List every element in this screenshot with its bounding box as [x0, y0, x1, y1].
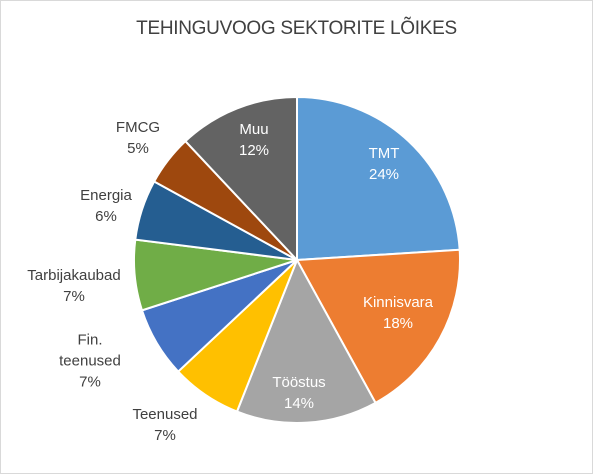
category-label: Tarbijakaubad [27, 267, 121, 284]
category-label: Fin. teenused [59, 331, 121, 370]
pie-slice [296, 95, 461, 262]
slice-label: TMT 24% [344, 143, 424, 185]
value-label: 12% [238, 142, 270, 159]
category-label: Muu [239, 121, 269, 138]
category-label: Tööstus [272, 374, 326, 391]
value-label: 7% [63, 288, 85, 305]
category-label: Teenused [132, 406, 198, 423]
value-label: 24% [368, 166, 400, 183]
slice-label: Tööstus 14% [254, 372, 344, 414]
slice-label: Muu 12% [214, 119, 294, 161]
category-label: Energia [80, 187, 132, 204]
value-label: 18% [382, 315, 414, 332]
slice-label: Teenused 7% [115, 404, 215, 446]
value-label: 14% [283, 395, 315, 412]
slice-label: Fin. teenused 7% [55, 330, 125, 393]
value-label: 5% [127, 140, 149, 157]
category-label: FMCG [115, 119, 161, 136]
pie-slice [295, 248, 461, 405]
value-label: 7% [154, 427, 176, 444]
chart-title: TEHINGUVOOG SEKTORITE LÕIKES [136, 18, 457, 39]
pie-slice [184, 95, 298, 263]
slice-label: FMCG 5% [98, 117, 178, 159]
slice-label: Tarbijakaubad 7% [9, 265, 139, 307]
slice-label: Kinnisvara 18% [348, 292, 448, 334]
value-label: 7% [79, 373, 101, 391]
slice-label: Energia 6% [66, 185, 146, 227]
pie-slice [235, 257, 377, 424]
category-label: TMT [368, 145, 400, 162]
category-label: Kinnisvara [362, 294, 434, 311]
value-label: 6% [95, 208, 117, 225]
